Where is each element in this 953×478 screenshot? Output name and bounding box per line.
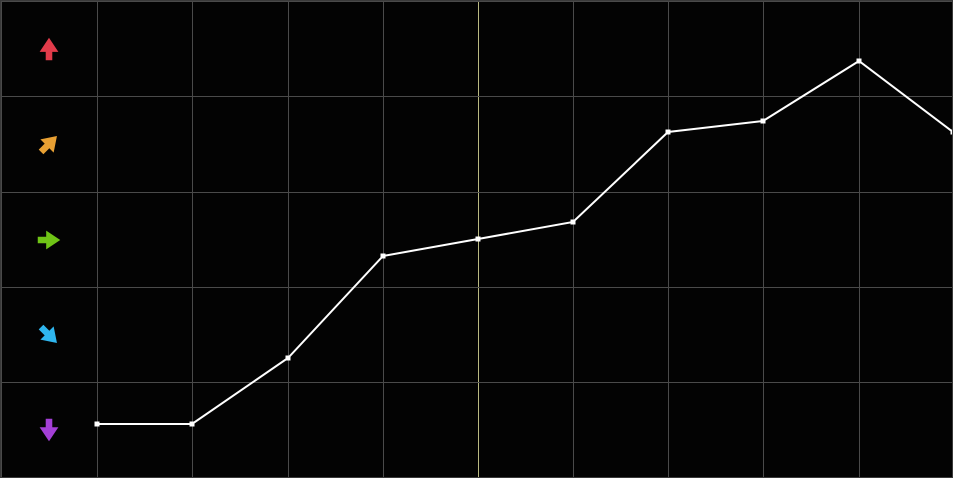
arrow-down-right-icon <box>38 324 57 343</box>
axis-marker-arrow-right <box>1 192 97 287</box>
axis-marker-arrow-up <box>1 1 97 96</box>
arrow-up-icon <box>39 37 59 60</box>
arrow-right-icon <box>37 230 61 249</box>
data-point[interactable] <box>285 355 291 361</box>
data-point[interactable] <box>665 129 671 135</box>
data-point[interactable] <box>760 118 766 124</box>
axis-marker-arrow-down <box>1 382 97 477</box>
arrow-up-right-icon <box>38 135 57 154</box>
arrow-down-icon <box>39 418 59 441</box>
data-point[interactable] <box>570 219 576 225</box>
data-point[interactable] <box>856 58 862 64</box>
series-line-trend <box>97 59 952 425</box>
axis-marker-arrow-up-right <box>1 96 97 191</box>
data-point[interactable] <box>950 129 953 135</box>
axis-marker-arrow-down-right <box>1 287 97 382</box>
data-point[interactable] <box>475 236 481 242</box>
data-point[interactable] <box>189 421 195 427</box>
axis-marker-column <box>1 1 97 477</box>
data-point[interactable] <box>380 253 386 259</box>
series-data-points <box>94 58 953 427</box>
data-point[interactable] <box>94 421 100 427</box>
